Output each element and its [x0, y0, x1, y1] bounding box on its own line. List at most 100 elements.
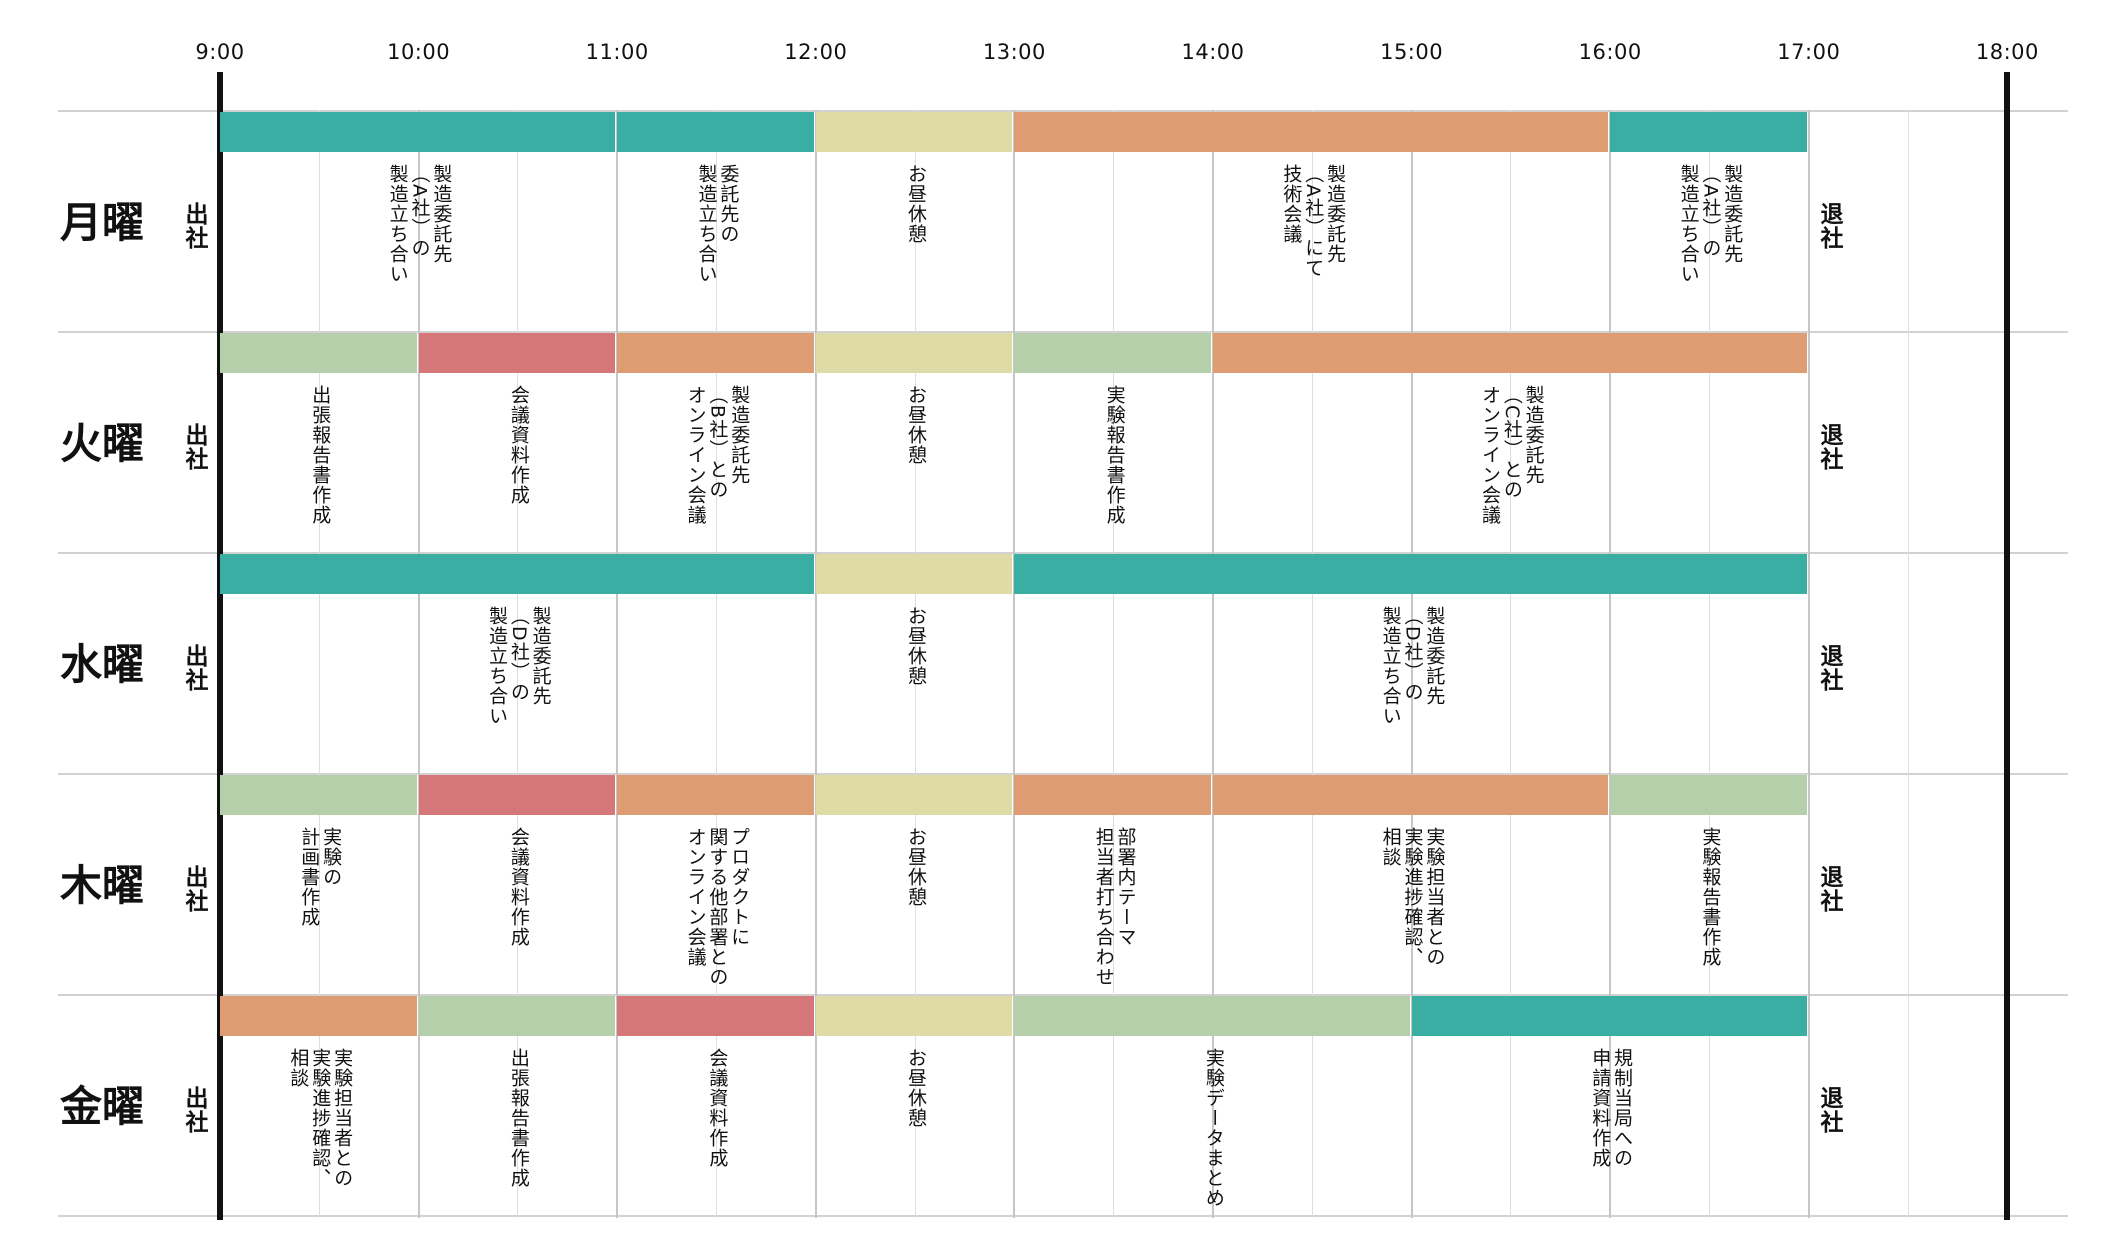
arrive-label: 出社 [181, 202, 207, 250]
event-bar [815, 775, 1013, 815]
hour-label: 11:00 [585, 40, 649, 64]
event-bar [1411, 996, 1807, 1036]
event-bar [220, 333, 417, 373]
event-label: 規制当局への 申請資料作成 [1589, 1048, 1634, 1168]
half-hour-gridline [716, 110, 717, 1218]
event-bar [1014, 996, 1410, 1036]
event-label: 実験報告書作成 [1103, 385, 1126, 525]
half-hour-gridline [914, 110, 916, 1218]
half-hour-gridline [1510, 110, 1512, 1218]
hour-gridline [616, 110, 619, 1218]
hour-label: 15:00 [1380, 40, 1444, 64]
event-label: 実験担当者との 実験進捗確認、 相談 [287, 1048, 354, 1188]
day-label: 水曜 [60, 640, 145, 689]
arrive-label: 出社 [181, 865, 207, 913]
event-bar [617, 112, 814, 152]
event-label: 製造委託先 （D社）の 製造立ち合い [1379, 606, 1446, 726]
event-label: 会議資料作成 [507, 385, 530, 505]
event-label: 会議資料作成 [507, 827, 530, 947]
event-label: 実験報告書作成 [1699, 827, 1722, 967]
row-divider [58, 773, 2068, 775]
event-bar [220, 112, 616, 152]
arrive-label: 出社 [181, 1086, 207, 1134]
event-bar [418, 996, 616, 1036]
event-bar [815, 996, 1013, 1036]
hour-label: 16:00 [1578, 40, 1642, 64]
event-bar [815, 554, 1013, 594]
arrive-label: 出社 [181, 423, 207, 471]
event-label: 製造委託先 （A社）の 製造立ち合い [1677, 164, 1744, 284]
event-bar [418, 333, 616, 373]
event-bar [220, 554, 814, 594]
hour-label: 17:00 [1777, 40, 1841, 64]
row-divider [58, 331, 2068, 333]
start-axis-line [217, 72, 223, 1220]
event-bar [418, 775, 616, 815]
hour-gridline [1212, 110, 1214, 1218]
hour-label: 13:00 [982, 40, 1046, 64]
day-label: 月曜 [60, 198, 145, 247]
day-label: 金曜 [60, 1082, 145, 1131]
event-label: 実験の 計画書作成 [298, 827, 343, 927]
half-hour-gridline [318, 110, 320, 1218]
half-hour-gridline [517, 110, 519, 1218]
hour-gridline [1410, 110, 1413, 1218]
event-label: 会議資料作成 [706, 1048, 729, 1168]
hour-label: 10:00 [387, 40, 451, 64]
event-label: お昼休憩 [905, 606, 928, 686]
event-label: お昼休憩 [905, 1048, 928, 1128]
hour-label: 12:00 [784, 40, 848, 64]
event-bar [1014, 775, 1211, 815]
hour-label: 18:00 [1975, 40, 2039, 64]
leave-label: 退社 [1816, 1086, 1842, 1134]
leave-label: 退社 [1816, 202, 1842, 250]
hour-gridline [1807, 110, 1810, 1218]
half-hour-gridline [1907, 110, 1909, 1218]
row-divider [58, 110, 2068, 112]
event-label: 製造委託先 （C社）との オンライン会議 [1478, 385, 1545, 525]
event-bar [1014, 554, 1807, 594]
event-label: 部署内テーマ 担当者打ち合わせ [1092, 827, 1137, 987]
day-label: 木曜 [60, 861, 145, 910]
event-bar [1610, 112, 1807, 152]
event-bar [1213, 333, 1807, 373]
row-divider [58, 1215, 2068, 1217]
half-hour-gridline [1709, 110, 1710, 1218]
event-bar [1213, 775, 1609, 815]
row-divider [58, 552, 2068, 554]
event-bar [617, 775, 814, 815]
event-bar [815, 112, 1013, 152]
event-bar [617, 996, 814, 1036]
hour-gridline [814, 110, 817, 1218]
hour-gridline [417, 110, 420, 1218]
event-label: 実験データまとめ [1202, 1048, 1225, 1208]
day-label: 火曜 [60, 419, 145, 468]
leave-label: 退社 [1816, 423, 1842, 471]
end-axis-line [2004, 72, 2011, 1220]
arrive-label: 出社 [181, 644, 207, 692]
half-hour-gridline [1113, 110, 1115, 1218]
leave-label: 退社 [1816, 644, 1842, 692]
event-bar [1014, 333, 1211, 373]
event-label: 出張報告書作成 [309, 385, 332, 525]
half-hour-gridline [1311, 110, 1313, 1218]
event-label: 実験担当者との 実験進捗確認、 相談 [1379, 827, 1446, 967]
event-bar [220, 996, 417, 1036]
event-label: 製造委託先 （B社）との オンライン会議 [684, 385, 751, 525]
row-divider [58, 994, 2068, 996]
event-bar [815, 333, 1013, 373]
event-label: 委託先の 製造立ち合い [695, 164, 740, 284]
event-label: 製造委託先 （D社）の 製造立ち合い [485, 606, 552, 726]
event-bar [1610, 775, 1807, 815]
event-label: お昼休憩 [905, 164, 928, 244]
hour-label: 9:00 [195, 40, 245, 64]
event-label: お昼休憩 [905, 385, 928, 465]
leave-label: 退社 [1816, 865, 1842, 913]
event-bar [617, 333, 814, 373]
event-label: 出張報告書作成 [507, 1048, 530, 1188]
event-label: プロダクトに 関する他部署との オンライン会議 [684, 827, 751, 987]
event-bar [1014, 112, 1609, 152]
event-label: お昼休憩 [905, 827, 928, 907]
hour-label: 14:00 [1181, 40, 1245, 64]
